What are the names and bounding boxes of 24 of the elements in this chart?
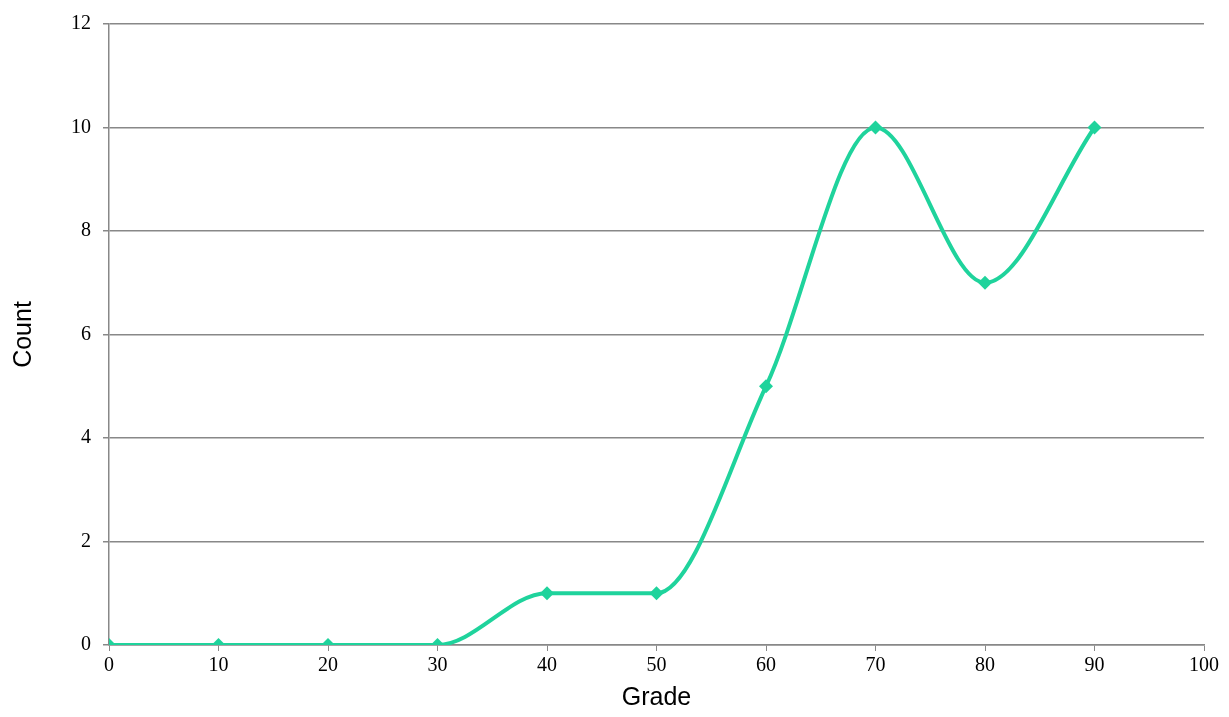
x-tick-label: 0 bbox=[104, 653, 114, 676]
point bbox=[978, 275, 992, 290]
x-tick-label: 50 bbox=[646, 653, 667, 676]
x-tick-label: 90 bbox=[1084, 653, 1105, 676]
x-tick-label: 80 bbox=[975, 653, 995, 676]
y-tick-label: 8 bbox=[81, 218, 91, 241]
y-tick-label: 2 bbox=[81, 528, 91, 551]
x-axis-title: Grade bbox=[621, 681, 692, 710]
y-tick-label: 12 bbox=[71, 11, 91, 34]
x-tick-label: 100 bbox=[1189, 653, 1219, 676]
point bbox=[868, 120, 883, 135]
x-tick-label: 10 bbox=[208, 653, 229, 676]
point bbox=[759, 379, 773, 394]
x-tick-label: 20 bbox=[318, 653, 338, 676]
y-tick-label: 6 bbox=[81, 321, 91, 344]
y-tick-label: 10 bbox=[71, 114, 91, 137]
x-tick-label: 60 bbox=[756, 653, 776, 676]
point bbox=[1087, 120, 1102, 135]
y-tick-label: 4 bbox=[81, 425, 91, 448]
y-tick-label: 0 bbox=[81, 632, 91, 655]
x-tick-label: 30 bbox=[427, 653, 448, 676]
y-axis-title: Count bbox=[7, 301, 36, 368]
x-tick-label: 70 bbox=[865, 653, 886, 676]
x-tick-label: 40 bbox=[537, 653, 557, 676]
